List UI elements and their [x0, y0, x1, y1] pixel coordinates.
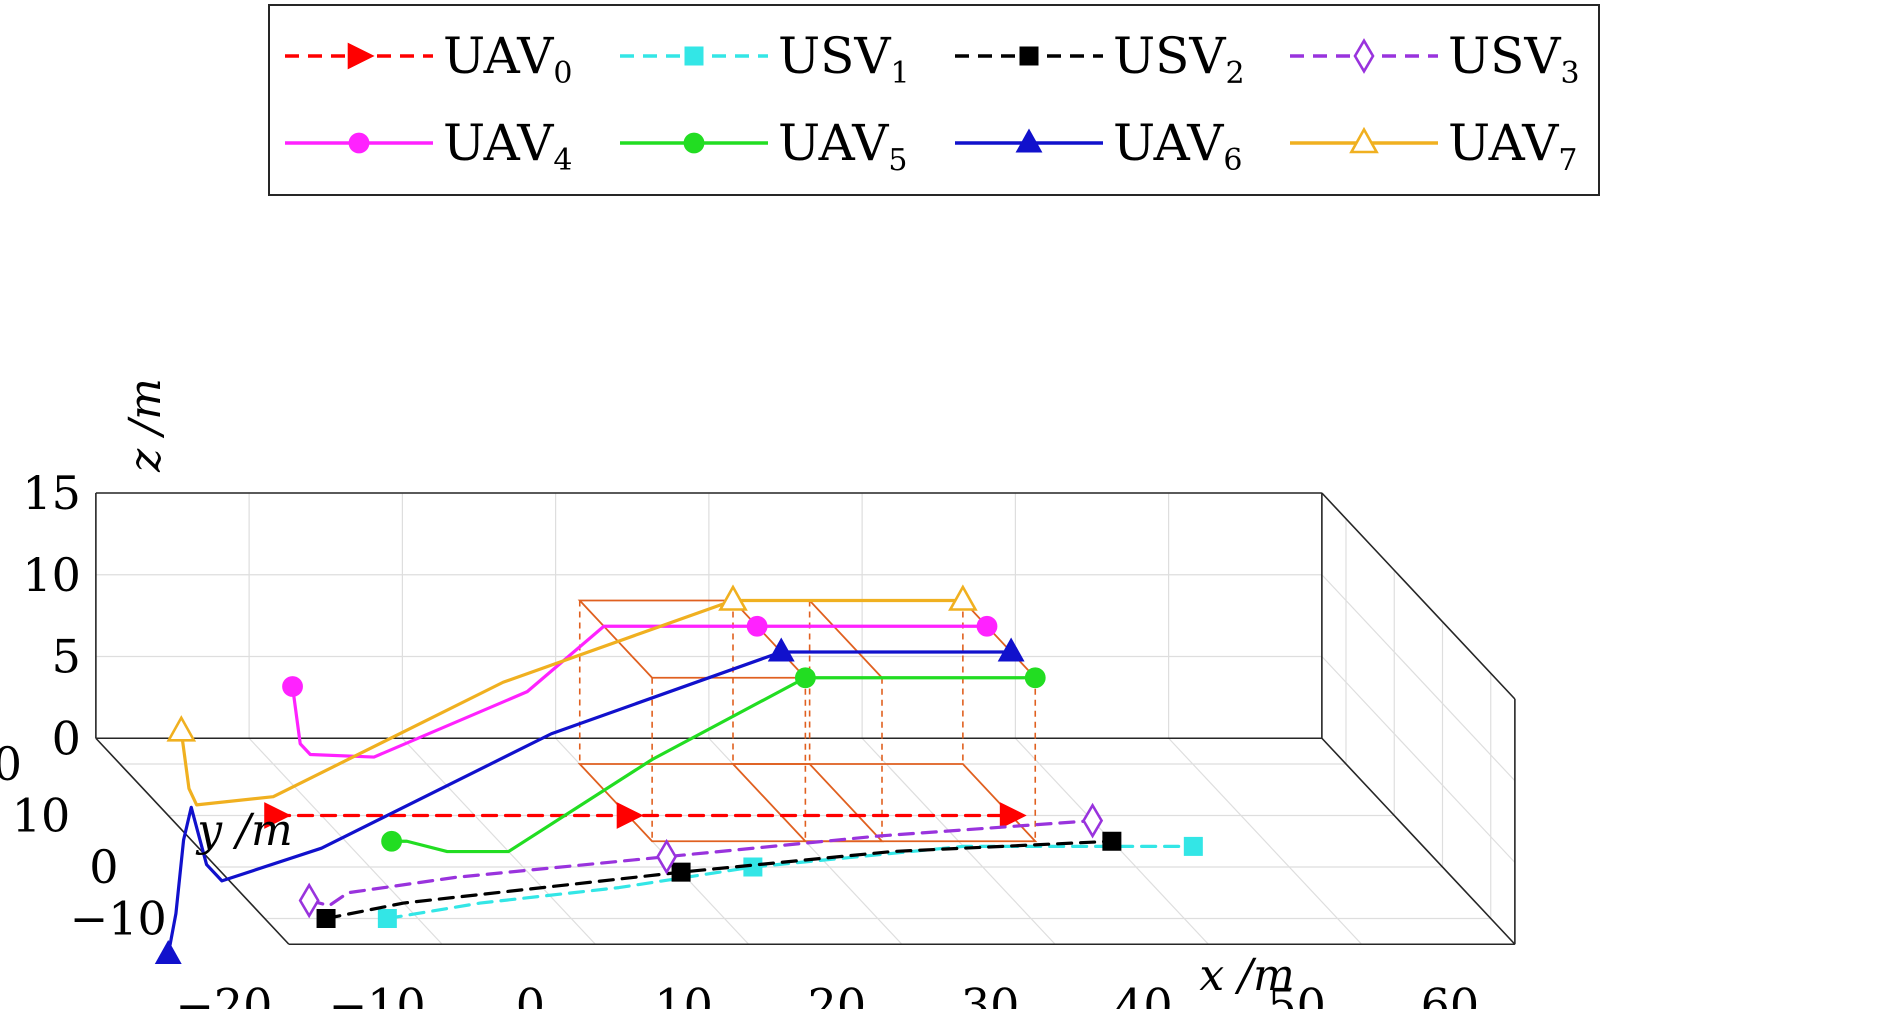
- y-tick-label: 0: [89, 840, 118, 894]
- series-marker-usv3: [1082, 802, 1104, 839]
- series-marker-uav4: [282, 676, 303, 697]
- series-marker-uav7: [166, 715, 197, 742]
- series-marker-usv3: [656, 838, 678, 875]
- series-marker-uav4: [746, 615, 768, 637]
- legend-label-subscript: 6: [1223, 143, 1242, 178]
- z-tick-label: 5: [52, 630, 81, 684]
- legend-label-subscript: 1: [891, 56, 910, 91]
- x-tick-label: 60: [1421, 978, 1480, 1009]
- series-marker-uav5: [794, 667, 816, 689]
- legend-label-uav7: UAV7: [1448, 114, 1577, 178]
- legend-label-subscript: 7: [1558, 143, 1577, 178]
- legend-marker-usv1: [684, 46, 704, 66]
- series-marker-usv2: [316, 909, 336, 928]
- grid-line-z-side: [1321, 574, 1516, 782]
- grid-line-x-floor: [401, 737, 596, 945]
- series-marker-usv2: [1102, 831, 1122, 851]
- series-marker-usv2: [671, 862, 691, 882]
- z-tick-label: 0: [52, 711, 81, 765]
- z-tick-label: 10: [22, 548, 81, 602]
- x-tick-label: 40: [1114, 978, 1173, 1009]
- legend-label-uav6: UAV6: [1113, 114, 1242, 178]
- series-marker-uav6: [767, 637, 795, 662]
- x-tick-label: 30: [961, 978, 1020, 1009]
- series-marker-uav5: [381, 830, 403, 852]
- legend-label-usv1: USV1: [778, 27, 910, 91]
- legend-label-subscript: 4: [553, 143, 572, 178]
- y-tick-label: −10: [70, 892, 167, 946]
- z-tick-label: 15: [22, 466, 81, 520]
- series-marker-uav0: [999, 802, 1027, 829]
- z-axis-label: z /m: [120, 378, 171, 473]
- formation-box-bottom-0: [730, 763, 1038, 843]
- axis-box-edge: [1321, 492, 1516, 700]
- series-marker-usv3: [298, 882, 320, 919]
- grid-line-x-floor: [1168, 737, 1363, 945]
- series-line-uav6: [166, 650, 1013, 957]
- x-tick-label: 10: [654, 978, 713, 1009]
- y-tick-label: 10: [12, 789, 71, 843]
- series-layer: [154, 584, 1203, 964]
- legend-label-subscript: 2: [1226, 56, 1245, 91]
- legend-label-usv2: USV2: [1113, 27, 1245, 91]
- series-marker-uav6: [997, 637, 1025, 662]
- legend-label-usv3: USV3: [1448, 27, 1580, 91]
- x-tick-label: 50: [1267, 978, 1326, 1009]
- legend-marker-usv2: [1019, 46, 1039, 66]
- legend-marker-uav7: [1349, 126, 1379, 154]
- y-tick-label: 20: [0, 737, 22, 791]
- legend-label-uav4: UAV4: [443, 114, 572, 178]
- legend-label-subscript: 3: [1561, 56, 1580, 91]
- series-marker-usv1: [1183, 836, 1203, 856]
- series-line-usv1: [385, 844, 1195, 921]
- legend-box: [268, 4, 1600, 196]
- legend-marker-uav5: [683, 132, 705, 154]
- y-axis-label: y /m: [195, 805, 292, 856]
- formation-box-top-0: [730, 599, 1038, 679]
- x-axis-label: x /m: [1199, 950, 1294, 1001]
- x-tick-label: −10: [329, 978, 426, 1009]
- series-marker-uav5: [1024, 667, 1046, 689]
- legend-label-uav5: UAV5: [778, 114, 907, 178]
- axis-box-edge: [95, 737, 290, 945]
- legend-marker-uav6: [1015, 128, 1043, 153]
- formation-box-layer: [577, 599, 1038, 843]
- legend-marker-uav0: [347, 42, 375, 70]
- series-marker-uav7: [948, 584, 978, 611]
- legend-marker-uav4: [348, 132, 370, 154]
- series-line-usv2: [324, 839, 1114, 921]
- x-tick-label: 20: [808, 978, 867, 1009]
- series-marker-uav6: [154, 939, 182, 964]
- axis-box-edge: [1321, 737, 1516, 945]
- series-marker-uav0: [616, 802, 644, 829]
- series-line-usv3: [307, 819, 1095, 908]
- series-marker-uav0: [264, 802, 292, 829]
- grid-line-z-side: [1321, 656, 1516, 863]
- series-marker-uav4: [976, 615, 998, 637]
- legend-label-subscript: 0: [553, 56, 572, 91]
- grid-layer: [95, 492, 1516, 946]
- legend-marker-usv3: [1353, 38, 1375, 74]
- legend-label-uav0: UAV0: [443, 27, 572, 91]
- x-tick-label: −20: [175, 978, 272, 1009]
- x-tick-label: 0: [516, 978, 545, 1009]
- series-line-uav4: [290, 624, 989, 759]
- grid-line-x-floor: [248, 737, 443, 945]
- legend-label-subscript: 5: [888, 143, 907, 178]
- series-line-uav7: [179, 598, 965, 807]
- legend: UAV0 USV1 USV2 USV3 UAV4 UAV5 UAV6 UAV7: [268, 4, 1600, 196]
- series-marker-usv1: [377, 909, 397, 928]
- series-marker-uav7: [718, 584, 748, 611]
